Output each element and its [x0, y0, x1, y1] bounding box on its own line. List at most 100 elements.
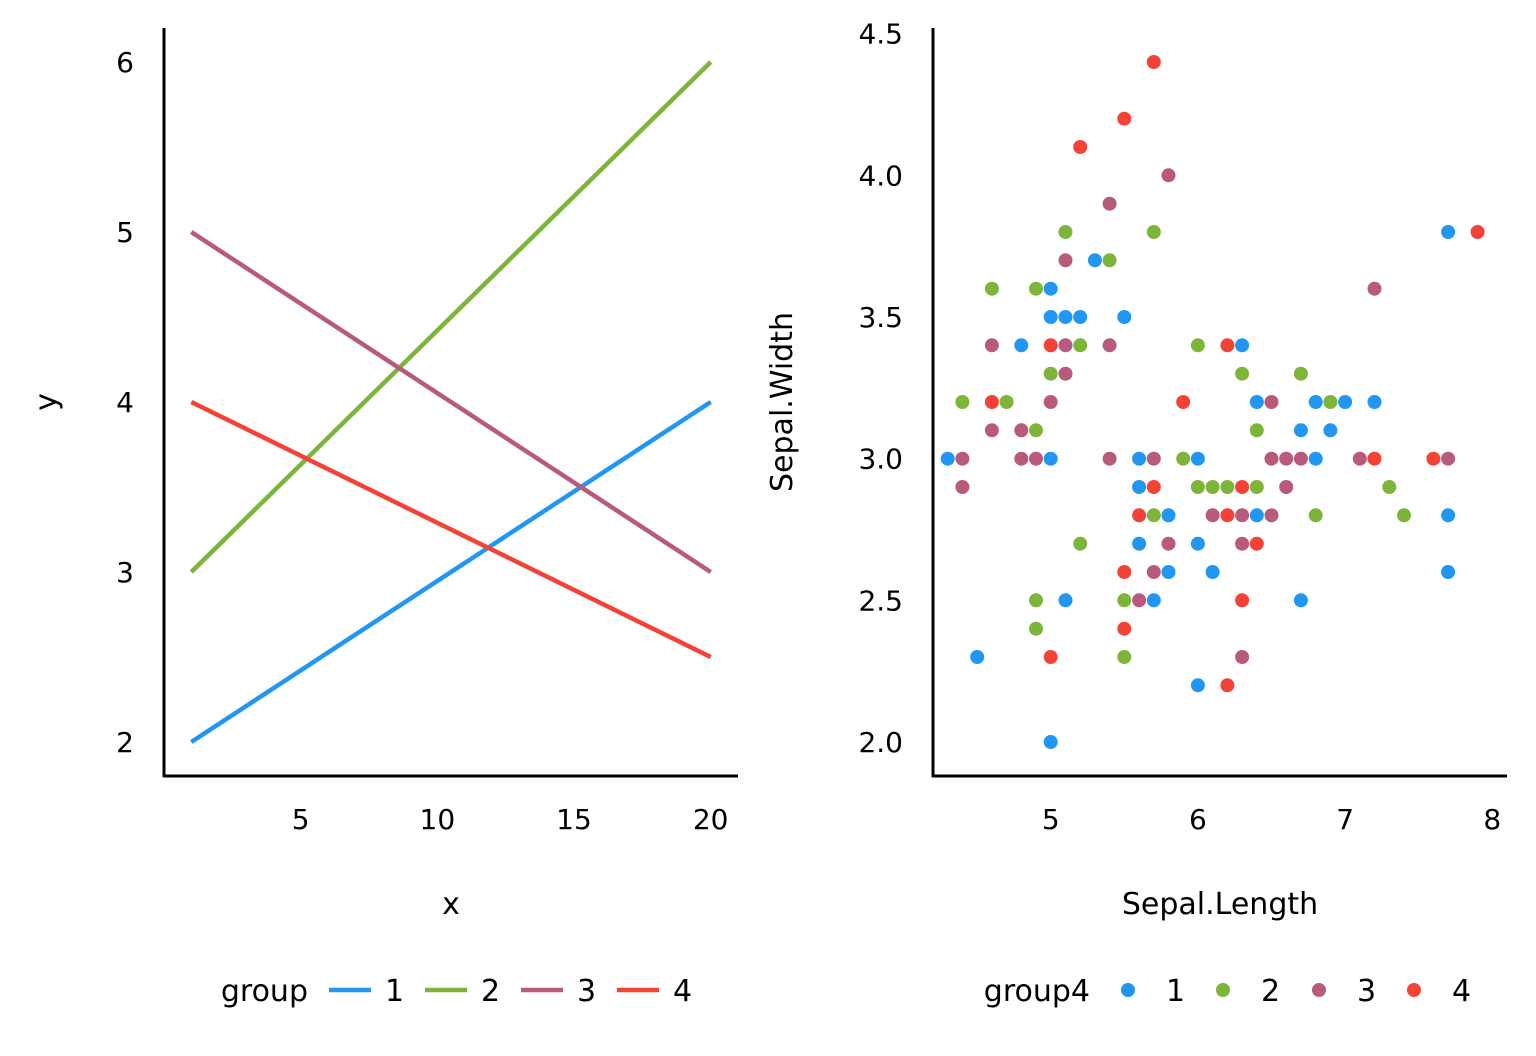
scatter-point-group-1 — [1367, 395, 1382, 409]
x-tick-label: 10 — [420, 803, 456, 836]
y-axis-ticks: 2 3 4 5 6 — [116, 46, 134, 759]
scatter-point-group-2 — [1397, 508, 1411, 523]
scatter-point-group-3 — [1014, 423, 1029, 438]
legend-label: 2 — [481, 974, 500, 1009]
scatter-point-group-3 — [1014, 451, 1029, 466]
scatter-point-group-4 — [1426, 451, 1441, 466]
scatter-point-group-3 — [1264, 395, 1279, 409]
scatter-point-group-2 — [1073, 536, 1088, 551]
scatter-point-group-2 — [1293, 366, 1308, 381]
line-chart-panel: 2 3 4 5 6 5 10 15 20 x y group 1 2 3 4 — [29, 28, 738, 1009]
y-tick-label: 4 — [116, 386, 134, 419]
scatter-point-group-1 — [1308, 395, 1323, 409]
y-tick-label: 4.0 — [858, 159, 903, 192]
scatter-point-group-1 — [1043, 281, 1058, 296]
scatter-point-group-1 — [1132, 536, 1147, 551]
scatter-point-group-3 — [1058, 366, 1073, 381]
y-axis-title: y — [29, 393, 64, 411]
scatter-point-group-1 — [1132, 451, 1147, 466]
scatter-point-group-1 — [940, 451, 955, 466]
scatter-point-group-1 — [1161, 565, 1176, 579]
y-tick-label: 3.0 — [858, 443, 903, 476]
scatter-point-group-1 — [1043, 310, 1058, 324]
scatter-point-group-1 — [1058, 310, 1073, 324]
scatter-point-group-4 — [984, 395, 999, 409]
legend-label: 4 — [673, 974, 692, 1009]
y-tick-label: 4.5 — [858, 18, 903, 51]
scatter-point-group-1 — [1190, 678, 1205, 693]
legend-key-dot — [1121, 983, 1135, 997]
scatter-point-group-3 — [1235, 508, 1250, 523]
scatter-point-group-3 — [1146, 451, 1161, 466]
legend-key-dot — [1216, 983, 1230, 997]
scatter-point-group-1 — [1058, 593, 1073, 608]
scatter-point-group-3 — [1441, 451, 1456, 466]
scatter-point-group-3 — [1293, 451, 1308, 466]
scatter-point-group-1 — [1249, 395, 1264, 409]
scatter-point-group-4 — [1117, 565, 1132, 579]
legend-label: 3 — [1357, 974, 1376, 1009]
scatter-point-group-3 — [1367, 281, 1382, 296]
x-tick-label: 6 — [1189, 803, 1207, 836]
scatter-point-group-1 — [1087, 253, 1102, 268]
legend-title: group — [221, 974, 308, 1009]
scatter-point-group-3 — [1029, 451, 1043, 466]
scatter-point-group-2 — [1190, 338, 1205, 353]
scatter-point-group-1 — [1441, 565, 1456, 579]
scatter-point-group-2 — [1117, 593, 1132, 608]
scatter-point-group-1 — [1441, 508, 1456, 523]
x-tick-label: 5 — [1042, 803, 1060, 836]
scatter-point-group-1 — [1441, 225, 1456, 239]
scatter-point-group-3 — [984, 423, 999, 438]
scatter-point-group-2 — [1205, 480, 1220, 494]
scatter-point-group-3 — [1205, 508, 1220, 523]
scatter-point-group-3 — [1043, 395, 1058, 409]
scatter-point-group-3 — [1102, 196, 1117, 211]
scatter-point-group-2 — [1029, 423, 1043, 438]
scatter-point-group-2 — [1029, 593, 1043, 608]
scatter-points — [940, 55, 1485, 749]
scatter-point-group-2 — [1220, 480, 1235, 494]
scatter-point-group-4 — [1249, 536, 1264, 551]
scatter-point-group-1 — [1249, 508, 1264, 523]
legend-key-dot — [1312, 983, 1326, 997]
scatter-point-group-3 — [984, 338, 999, 353]
scatter-point-group-1 — [1205, 565, 1220, 579]
scatter-point-group-3 — [955, 451, 970, 466]
scatter-point-group-2 — [1073, 338, 1088, 353]
scatter-chart-panel: 2.0 2.5 3.0 3.5 4.0 4.5 5 6 7 8 Sepal.Length Sep… — [765, 18, 1507, 1009]
scatter-point-group-3 — [1102, 451, 1117, 466]
series-line-3 — [190, 230, 712, 574]
scatter-point-group-2 — [1117, 650, 1132, 664]
scatter-point-group-4 — [1117, 111, 1132, 126]
scatter-point-group-2 — [1249, 423, 1264, 438]
scatter-point-group-1 — [1117, 310, 1132, 324]
series-line-4 — [190, 399, 712, 660]
scatter-point-group-3 — [1279, 480, 1294, 494]
legend: group 1 2 3 4 — [221, 974, 692, 1009]
scatter-point-group-3 — [1102, 338, 1117, 353]
scatter-point-group-1 — [1014, 338, 1029, 353]
scatter-point-group-4 — [1043, 650, 1058, 664]
x-axis-title: x — [442, 887, 460, 922]
y-axis-ticks: 2.0 2.5 3.0 3.5 4.0 4.5 — [858, 18, 903, 759]
scatter-point-group-1 — [1132, 480, 1147, 494]
scatter-point-group-4 — [1043, 338, 1058, 353]
scatter-point-group-2 — [1146, 508, 1161, 523]
x-tick-label: 5 — [292, 803, 310, 836]
scatter-point-group-2 — [1308, 508, 1323, 523]
y-tick-label: 3 — [116, 556, 134, 589]
scatter-point-group-2 — [1029, 621, 1043, 636]
scatter-point-group-4 — [1117, 621, 1132, 636]
scatter-point-group-3 — [1058, 338, 1073, 353]
scatter-point-group-3 — [1235, 536, 1250, 551]
scatter-point-group-4 — [1470, 225, 1485, 239]
scatter-point-group-2 — [1058, 225, 1073, 239]
x-tick-label: 7 — [1336, 803, 1354, 836]
scatter-point-group-2 — [1102, 253, 1117, 268]
scatter-point-group-4 — [1132, 508, 1147, 523]
scatter-point-group-4 — [1146, 55, 1161, 69]
scatter-point-group-3 — [1058, 253, 1073, 268]
scatter-point-group-1 — [1043, 451, 1058, 466]
